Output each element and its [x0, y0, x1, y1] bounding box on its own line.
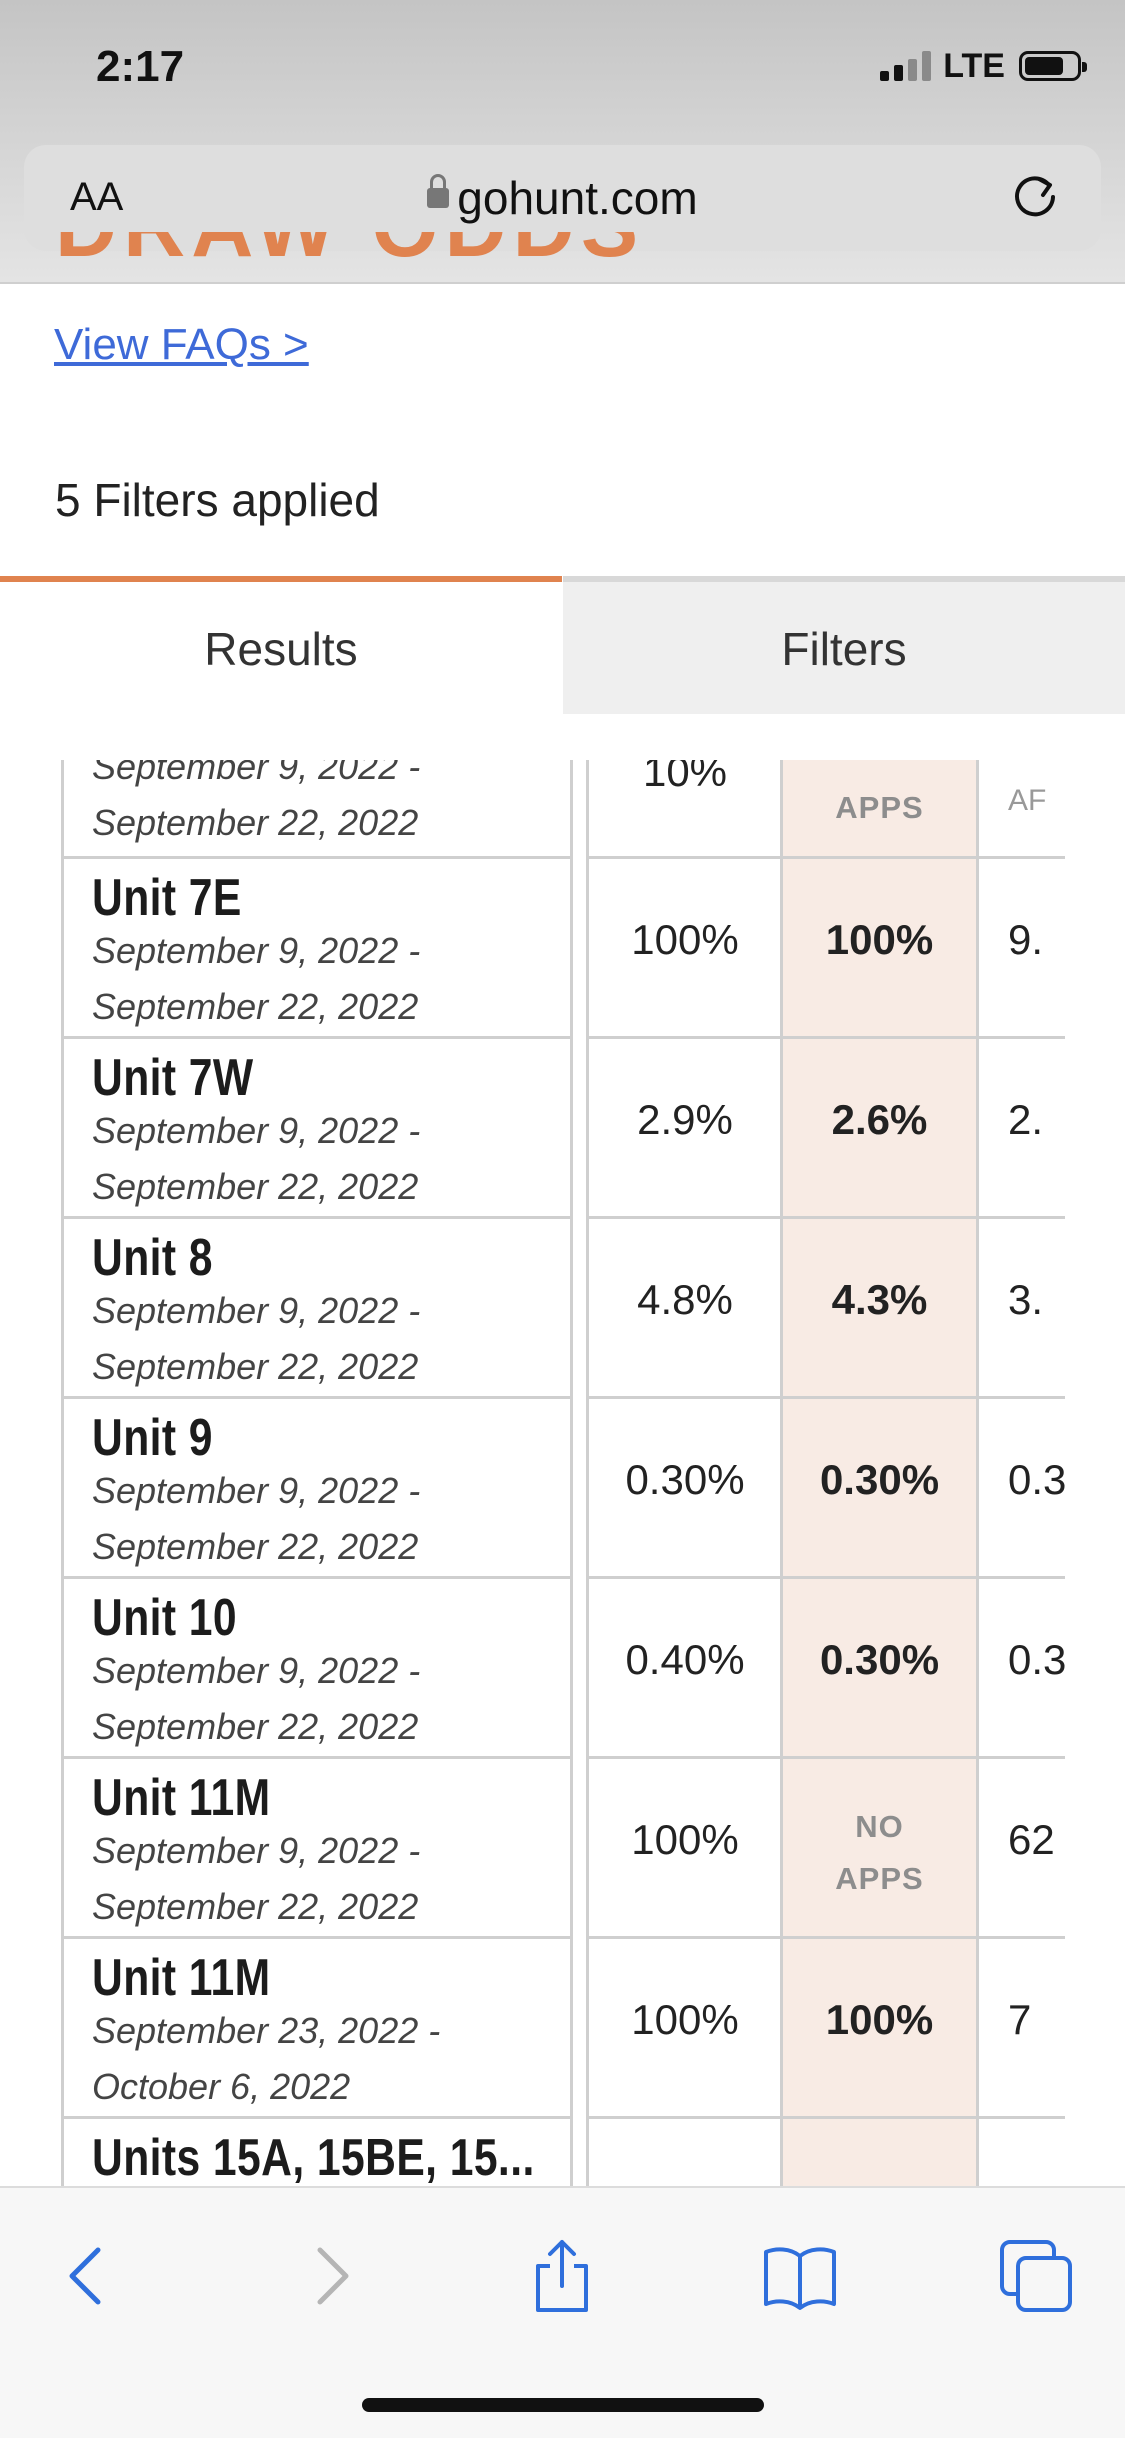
highlight-odds-value: 2.6%: [831, 1096, 928, 1143]
status-time: 2:17: [96, 42, 185, 91]
highlight-odds-value: 0.30%: [819, 1636, 940, 1683]
odds-value-cut: AF: [1008, 784, 1047, 817]
unit-name: Unit 8: [92, 1229, 213, 1287]
tab-filters[interactable]: Filters: [563, 576, 1125, 714]
row-date-end: October 6, 2022: [92, 2066, 351, 2107]
odds-value-cut: 0.3: [1008, 1456, 1065, 1503]
tab-bar: Results Filters: [0, 576, 1125, 714]
table-row[interactable]: Unit 7W September 9, 2022 - September 22…: [0, 1036, 1065, 1216]
url-field[interactable]: gohunt.com: [24, 171, 1101, 225]
odds-value-cut: 9.: [1008, 916, 1044, 963]
odds-value: 0.30%: [625, 1456, 745, 1503]
table-row[interactable]: Units 15A, 15BE, 15...: [0, 2116, 1065, 2186]
view-faqs-link[interactable]: View FAQs >: [54, 320, 309, 369]
highlight-odds-value: 100%: [825, 1996, 934, 2043]
row-date-start: September 9, 2022 -: [92, 1650, 421, 1691]
row-date-end: September 22, 2022: [92, 986, 419, 1027]
home-indicator[interactable]: [362, 2398, 764, 2412]
table-row[interactable]: September 9, 2022 - September 22, 2022 1…: [0, 760, 1065, 856]
unit-name: Unit 10: [92, 1589, 238, 1647]
row-date-start: September 23, 2022 -: [92, 2010, 441, 2051]
odds-value: 2.9%: [637, 1096, 733, 1143]
odds-value-cut: 3.: [1008, 1276, 1044, 1323]
back-icon[interactable]: [48, 2236, 128, 2316]
highlight-odds-value: 4.3%: [831, 1276, 928, 1323]
filters-applied-label: 5 Filters applied: [55, 474, 380, 526]
address-bar[interactable]: AA gohunt.com: [24, 145, 1101, 251]
row-date-end: September 22, 2022: [92, 1886, 419, 1927]
row-date-start: September 9, 2022 -: [92, 1290, 421, 1331]
table-row[interactable]: Unit 11M September 9, 2022 - September 2…: [0, 1756, 1065, 1936]
browser-toolbar: [0, 2186, 1125, 2438]
bookmarks-icon[interactable]: [760, 2236, 840, 2316]
table-row[interactable]: Unit 10 September 9, 2022 - September 22…: [0, 1576, 1065, 1756]
status-indicators: LTE: [880, 44, 1087, 88]
table-row[interactable]: Unit 8 September 9, 2022 - September 22,…: [0, 1216, 1065, 1396]
signal-icon: [880, 51, 932, 81]
draw-odds-table[interactable]: September 9, 2022 - September 22, 2022 1…: [0, 760, 1065, 2186]
highlight-column: [782, 760, 977, 2186]
unit-name: Units 15A, 15BE, 15...: [92, 2129, 535, 2186]
row-date-end: September 22, 2022: [92, 1526, 419, 1567]
odds-value: 0.40%: [625, 1636, 745, 1683]
odds-value: 10%: [642, 760, 728, 795]
highlight-odds-value: 100%: [825, 916, 934, 963]
unit-name: Unit 7W: [92, 1049, 254, 1107]
odds-value: 4.8%: [637, 1276, 733, 1323]
row-date-start: September 9, 2022 -: [92, 1830, 421, 1871]
no-apps-label: APPS: [835, 790, 924, 825]
row-date-start: September 9, 2022 -: [92, 930, 421, 971]
reload-icon[interactable]: [1009, 171, 1061, 223]
network-label: LTE: [943, 46, 1005, 85]
reader-options-button[interactable]: AA: [70, 175, 124, 219]
odds-value-cut: 2.: [1008, 1096, 1044, 1143]
highlight-odds-value: 0.30%: [819, 1456, 940, 1503]
row-date-start: September 9, 2022 -: [92, 1470, 421, 1511]
row-date-end: September 22, 2022: [92, 1166, 419, 1207]
odds-value: 100%: [631, 916, 739, 963]
odds-value-cut: 0.3: [1008, 1636, 1065, 1683]
odds-value: 100%: [631, 1816, 739, 1863]
row-date-end: September 22, 2022: [92, 1346, 419, 1387]
table-row[interactable]: Unit 11M September 23, 2022 - October 6,…: [0, 1936, 1065, 2116]
row-date-end: September 22, 2022: [92, 802, 419, 843]
url-text: gohunt.com: [457, 172, 698, 224]
share-icon[interactable]: [522, 2236, 602, 2316]
unit-name: Unit 11M: [92, 1949, 271, 2007]
battery-icon: [1019, 51, 1087, 81]
tab-results[interactable]: Results: [0, 576, 562, 714]
odds-value-cut: 62: [1008, 1816, 1055, 1863]
unit-name: Unit 11M: [92, 1769, 271, 1827]
table-row[interactable]: Unit 9 September 9, 2022 - September 22,…: [0, 1396, 1065, 1576]
unit-name: Unit 7E: [92, 869, 242, 927]
table-row[interactable]: Unit 7E September 9, 2022 - September 22…: [0, 856, 1065, 1036]
odds-value: 100%: [631, 1996, 739, 2043]
odds-value-cut: 7: [1008, 1996, 1032, 2043]
forward-icon[interactable]: [290, 2236, 370, 2316]
row-date-start: September 9, 2022 -: [92, 1110, 421, 1151]
tabs-icon[interactable]: [996, 2236, 1076, 2316]
row-date-start: September 9, 2022 -: [92, 760, 421, 787]
row-date-end: September 22, 2022: [92, 1706, 419, 1747]
unit-name: Unit 9: [92, 1409, 213, 1467]
no-apps-label: NO APPS: [835, 1809, 924, 1896]
page-heading: DRAW ODDS: [55, 232, 644, 282]
browser-chrome: 2:17 LTE AA gohunt.com: [0, 0, 1125, 284]
lock-icon: [427, 173, 450, 208]
